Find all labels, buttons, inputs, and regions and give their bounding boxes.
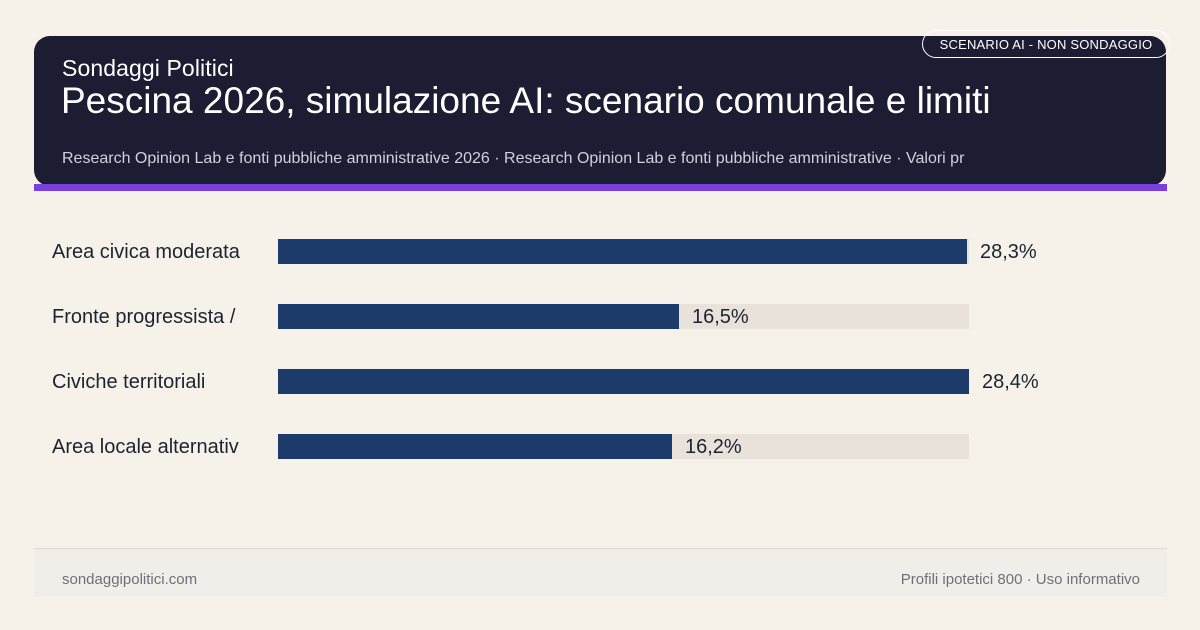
category-label: Area civica moderata (52, 241, 240, 263)
source-line: Research Opinion Lab e fonti pubbliche a… (62, 150, 965, 167)
bar (278, 304, 679, 329)
scenario-badge: SCENARIO AI - NON SONDAGGIO (922, 30, 1170, 58)
bar (278, 369, 969, 394)
footer: sondaggipolitici.com Profili ipotetici 8… (34, 548, 1167, 597)
bar-value-label: 28,4% (982, 371, 1039, 393)
bar (278, 434, 672, 459)
chart-title: Pescina 2026, simulazione AI: scenario c… (61, 80, 991, 121)
bar-value-label: 16,5% (692, 306, 749, 328)
category-label: Civiche territoriali (52, 371, 206, 393)
header-panel: Sondaggi Politici Pescina 2026, simulazi… (34, 36, 1166, 186)
bar-value-label: 16,2% (685, 436, 742, 458)
footer-site: sondaggipolitici.com (62, 571, 198, 588)
bar (278, 239, 967, 264)
category-label: Fronte progressista / (52, 306, 236, 328)
footer-note: Profili ipotetici 800 · Uso informativo (900, 571, 1140, 588)
brand-name: Sondaggi Politici (62, 55, 234, 81)
bar-value-label: 28,3% (980, 241, 1037, 263)
header-accent-line (34, 184, 1167, 191)
category-label: Area locale alternativ (52, 436, 239, 458)
